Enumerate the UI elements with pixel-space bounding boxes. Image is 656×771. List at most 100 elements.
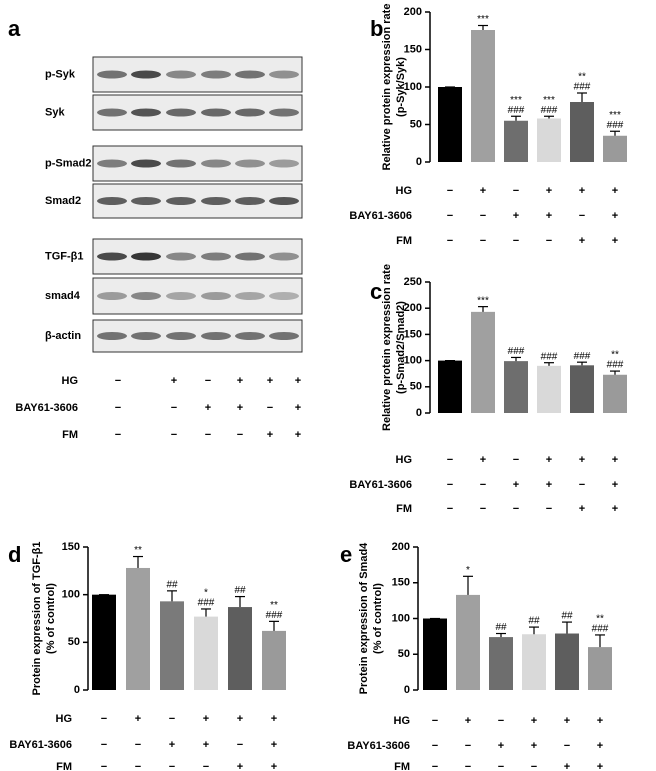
treatment-sign: − — [513, 503, 519, 515]
treatment-sign: + — [612, 479, 618, 491]
treatment-sign: − — [101, 761, 107, 771]
bar — [262, 630, 286, 690]
treatment-label: BAY61-3606 — [347, 740, 410, 752]
blot-band — [97, 252, 127, 261]
significance-label: ### — [592, 624, 609, 635]
bar — [588, 647, 612, 690]
treatment-sign: − — [135, 761, 141, 771]
significance-label: ### — [607, 120, 624, 131]
significance-label: ### — [574, 82, 591, 93]
treatment-sign: + — [267, 375, 273, 387]
y-axis-label: Relative protein expression rate — [381, 4, 393, 171]
treatment-sign: − — [432, 761, 438, 771]
blot-band — [131, 159, 161, 168]
treatment-sign: + — [237, 713, 243, 725]
significance-label: ## — [495, 622, 507, 633]
blot-band — [131, 108, 161, 117]
blot-band — [201, 108, 231, 117]
significance-label: ** — [596, 614, 604, 625]
blot-band — [235, 252, 265, 261]
treatment-sign: + — [171, 375, 177, 387]
blot-label: p-Smad2 — [45, 157, 91, 169]
significance-label: ### — [574, 351, 591, 362]
treatment-label: FM — [396, 235, 412, 247]
significance-label: ### — [266, 610, 283, 621]
y-tick-label: 50 — [410, 118, 422, 130]
significance-label: *** — [609, 110, 621, 121]
blot-band — [269, 332, 299, 340]
blot-label: TGF-β1 — [45, 250, 84, 262]
y-tick-label: 50 — [68, 636, 80, 648]
treatment-sign: − — [171, 429, 177, 441]
treatment-sign: + — [267, 429, 273, 441]
y-tick-label: 150 — [62, 541, 80, 553]
treatment-sign: + — [612, 503, 618, 515]
bar — [126, 567, 150, 690]
y-tick-label: 100 — [392, 612, 410, 624]
bar — [555, 633, 579, 690]
y-tick-label: 200 — [392, 541, 410, 553]
treatment-sign: + — [531, 715, 537, 727]
treatment-sign: − — [564, 740, 570, 752]
bar — [522, 634, 546, 690]
treatment-label: HG — [396, 454, 413, 466]
treatment-sign: + — [295, 402, 301, 414]
treatment-sign: − — [480, 503, 486, 515]
treatment-sign: + — [546, 185, 552, 197]
blot — [92, 319, 303, 353]
blot — [92, 94, 303, 131]
treatment-sign: + — [513, 210, 519, 222]
treatment-sign: + — [498, 740, 504, 752]
bar — [504, 120, 528, 162]
significance-label: *** — [510, 95, 522, 106]
treatment-sign: − — [267, 402, 273, 414]
significance-label: *** — [477, 14, 489, 25]
treatment-sign: − — [135, 739, 141, 751]
treatment-label: HG — [396, 185, 413, 197]
bar — [537, 118, 561, 162]
significance-label: *** — [477, 295, 489, 306]
treatment-sign: + — [546, 454, 552, 466]
y-tick-label: 150 — [404, 43, 422, 55]
treatment-label: HG — [62, 375, 79, 387]
bar — [92, 594, 116, 690]
treatment-sign: + — [579, 235, 585, 247]
treatment-sign: − — [465, 761, 471, 771]
blot-band — [269, 159, 299, 168]
blot-band — [201, 332, 231, 340]
treatment-sign: + — [480, 185, 486, 197]
significance-label: * — [204, 588, 208, 599]
treatment-sign: − — [447, 235, 453, 247]
treatment-sign: − — [237, 429, 243, 441]
treatment-sign: + — [564, 761, 570, 771]
significance-label: ** — [134, 545, 142, 556]
treatment-sign: + — [579, 503, 585, 515]
bar — [438, 87, 462, 162]
blot-band — [131, 292, 161, 300]
treatment-label: FM — [62, 429, 78, 441]
treatment-sign: + — [295, 375, 301, 387]
treatment-sign: − — [169, 713, 175, 725]
blot — [92, 145, 303, 182]
treatment-label: BAY61-3606 — [349, 210, 412, 222]
treatment-sign: + — [612, 210, 618, 222]
treatment-sign: + — [612, 185, 618, 197]
significance-label: ### — [541, 105, 558, 116]
treatment-sign: − — [205, 375, 211, 387]
blot-band — [131, 252, 161, 261]
treatment-sign: + — [612, 454, 618, 466]
blot-band — [235, 197, 265, 205]
treatment-sign: + — [295, 429, 301, 441]
treatment-sign: + — [465, 715, 471, 727]
treatment-sign: + — [480, 454, 486, 466]
significance-label: ### — [607, 360, 624, 371]
significance-label: * — [466, 565, 470, 576]
y-tick-label: 150 — [392, 577, 410, 589]
blot-band — [97, 197, 127, 205]
blot-label: p-Syk — [45, 68, 76, 80]
bar — [471, 311, 495, 413]
treatment-sign: + — [203, 739, 209, 751]
treatment-sign: − — [546, 503, 552, 515]
y-tick-label: 0 — [74, 684, 80, 696]
